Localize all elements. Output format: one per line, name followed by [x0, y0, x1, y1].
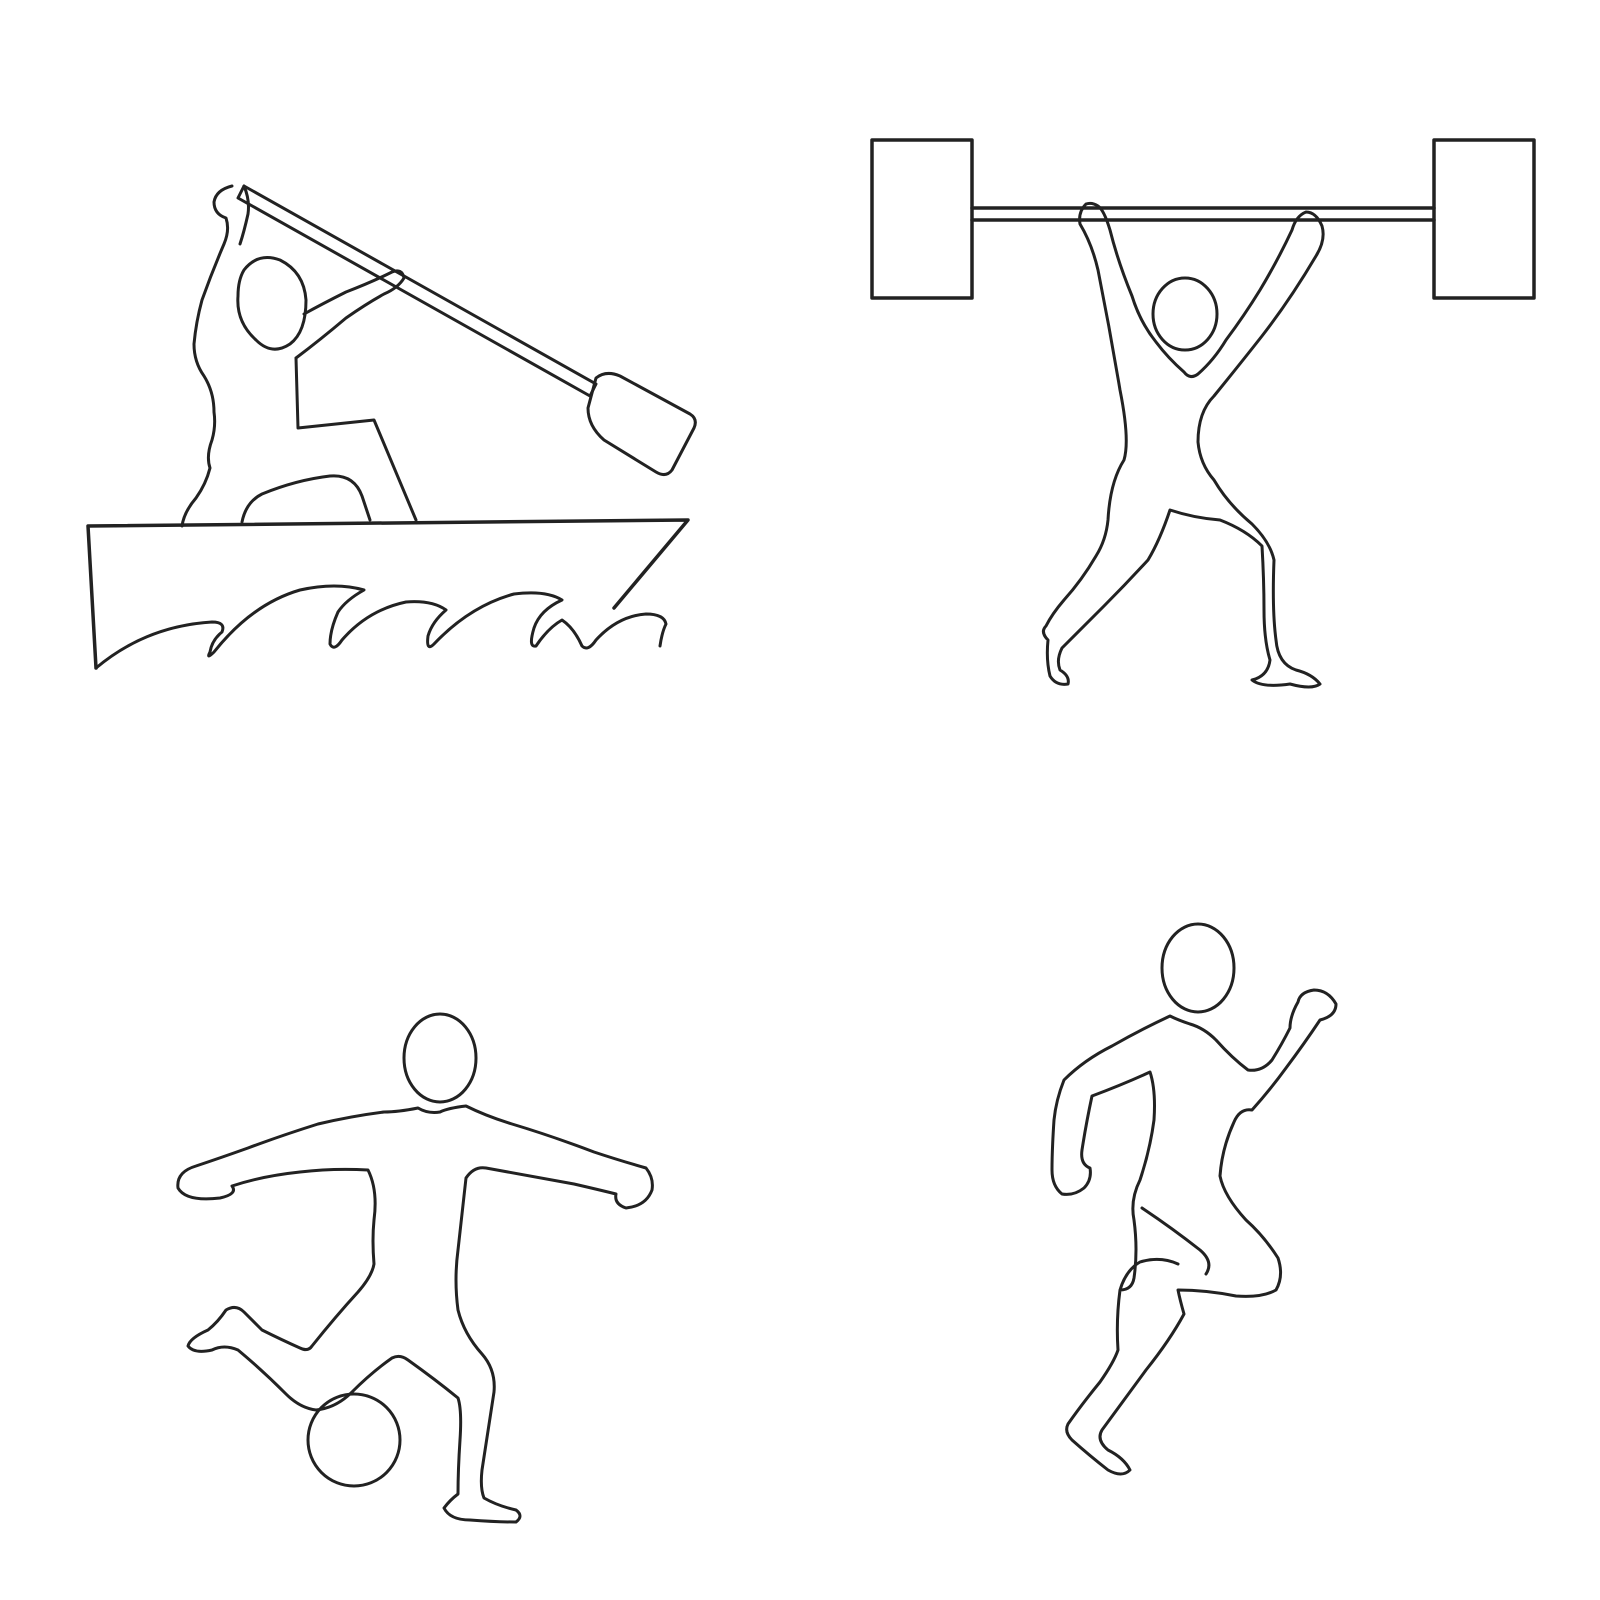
- football-ball: [306, 1392, 402, 1488]
- barbell-bar: [970, 206, 1436, 222]
- canoe-hull: [86, 518, 690, 670]
- runner-head: [1160, 922, 1236, 1014]
- paddle-blade: [586, 371, 697, 477]
- paddler-head: [236, 256, 308, 351]
- runner-body: [1050, 988, 1338, 1476]
- paddler-body: [180, 184, 418, 528]
- footballer-head: [402, 1012, 478, 1104]
- water-waves: [94, 584, 668, 670]
- lifter-body: [1041, 201, 1325, 689]
- footballer-body: [176, 1104, 654, 1524]
- lifter-head: [1151, 276, 1219, 352]
